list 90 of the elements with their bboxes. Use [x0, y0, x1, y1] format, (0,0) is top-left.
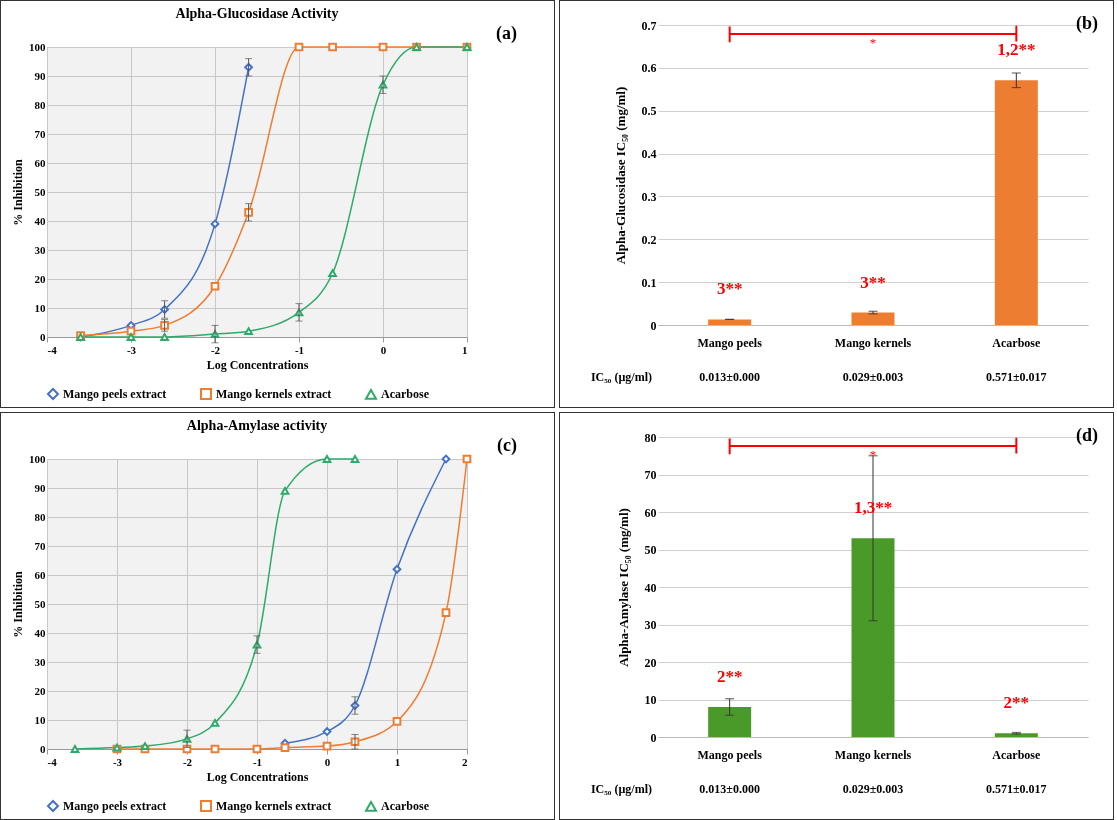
annotation: 3**	[860, 272, 886, 292]
y-tick-label: 20	[34, 272, 46, 285]
y-tick-label: 0.1	[641, 275, 657, 290]
y-tick-label: 10	[34, 301, 46, 314]
legend-label: Mango peels extract	[63, 387, 167, 401]
annotation: 1,2**	[997, 40, 1036, 60]
y-tick-label: 60	[34, 156, 46, 169]
x-tick-label: -2	[182, 755, 193, 768]
y-tick-label: 20	[644, 655, 657, 670]
annotation: 3**	[716, 279, 743, 299]
y-tick-label: 0.7	[641, 18, 657, 33]
x-tick-label: -1	[252, 755, 263, 768]
y-tick-label: 100	[29, 452, 46, 465]
y-tick-label: 50	[34, 597, 46, 610]
legend-label: Acarbose	[381, 799, 430, 814]
x-tick-label: 0	[324, 755, 331, 768]
y-axis-title: % Inhibition	[11, 159, 25, 226]
annotation: *	[869, 447, 877, 462]
y-tick-label: 90	[34, 481, 46, 494]
annotation: 1,3**	[853, 498, 893, 518]
y-tick-label: 80	[34, 510, 46, 523]
x-tick-label: 1	[462, 343, 468, 356]
legend-label: Mango kernels extract	[216, 799, 332, 813]
text: IC₅₀ (µg/ml)	[590, 370, 652, 384]
text: IC₅₀ (µg/ml)	[590, 782, 652, 796]
y-tick-label: 60	[644, 505, 657, 520]
x-axis-title: Log Concentrations	[206, 769, 309, 784]
x-tick-label: -3	[126, 343, 137, 356]
y-tick-label: 40	[34, 626, 46, 639]
x-tick-label: -4	[47, 755, 58, 768]
y-tick-label: 30	[644, 618, 657, 632]
x-tick-label: Acarbose	[992, 747, 1041, 762]
y-tick-label: 80	[644, 430, 657, 445]
y-tick-label: 100	[29, 40, 46, 53]
x-tick-label: Mango peels	[697, 335, 763, 350]
x-tick-label: 0	[380, 343, 387, 356]
y-tick-label: 40	[34, 214, 46, 227]
y-tick-label: 0	[650, 318, 657, 333]
x-tick-label: 2	[462, 755, 468, 768]
y-tick-label: 0.6	[641, 61, 657, 76]
x-tick-label: Acarbose	[992, 335, 1041, 350]
text: 0.029±0.003	[842, 370, 904, 384]
x-tick-label: -1	[294, 343, 305, 356]
y-tick-label: 0.2	[641, 232, 657, 247]
y-tick-label: 0	[650, 730, 657, 745]
annotation: (d)	[1076, 425, 1098, 446]
x-tick-label: Mango peels	[697, 747, 763, 762]
y-tick-label: 30	[34, 243, 46, 256]
text: 0.013±0.000	[699, 370, 760, 384]
y-tick-label: 60	[34, 568, 46, 581]
y-axis-title: Alpha-Amylase IC₅₀ (mg/ml)	[615, 508, 631, 667]
text: 0.029±0.003	[842, 782, 904, 796]
y-tick-label: 30	[34, 655, 46, 668]
text: 0.571±0.017	[986, 370, 1047, 384]
chart-title: Alpha-Glucosidase Activity	[175, 6, 339, 21]
y-axis-title: % Inhibition	[11, 571, 25, 638]
annotation: *	[869, 35, 877, 50]
y-tick-label: 0.5	[641, 104, 657, 119]
legend-label: Mango kernels extract	[216, 387, 332, 401]
x-tick-label: 1	[394, 755, 401, 768]
y-tick-label: 10	[34, 713, 46, 726]
x-tick-label: Mango kernels	[834, 335, 912, 350]
chart-title: Alpha-Amylase activity	[186, 418, 328, 433]
y-tick-label: 10	[644, 693, 657, 707]
y-tick-label: 70	[34, 127, 46, 140]
legend-label: Acarbose	[381, 387, 430, 402]
text: 0.013±0.000	[699, 782, 760, 796]
y-tick-label: 50	[644, 543, 657, 557]
x-tick-label: Mango kernels	[834, 747, 912, 762]
x-axis-title: Log Concentrations	[206, 357, 309, 372]
y-tick-label: 90	[34, 69, 46, 82]
y-tick-label: 0.3	[641, 189, 657, 204]
y-tick-label: 20	[34, 684, 46, 697]
legend-label: Mango peels extract	[63, 799, 167, 813]
y-tick-label: 50	[34, 185, 46, 198]
y-tick-label: 70	[34, 539, 46, 552]
text: 0.571±0.017	[986, 782, 1047, 796]
annotation: 2**	[1003, 693, 1030, 713]
y-tick-label: 70	[644, 468, 657, 482]
text: (c)	[497, 435, 517, 456]
annotation: 2**	[716, 667, 743, 686]
y-tick-label: 40	[644, 580, 657, 595]
x-tick-label: -4	[47, 343, 58, 356]
y-tick-label: 80	[34, 98, 46, 111]
x-tick-label: -2	[210, 343, 221, 356]
y-tick-label: 0.4	[641, 147, 657, 162]
text: (a)	[496, 23, 517, 44]
y-axis-title: Alpha-Glucosidase IC₅₀ (mg/ml)	[612, 86, 628, 265]
x-tick-label: -3	[112, 755, 123, 768]
annotation: (b)	[1076, 13, 1098, 34]
